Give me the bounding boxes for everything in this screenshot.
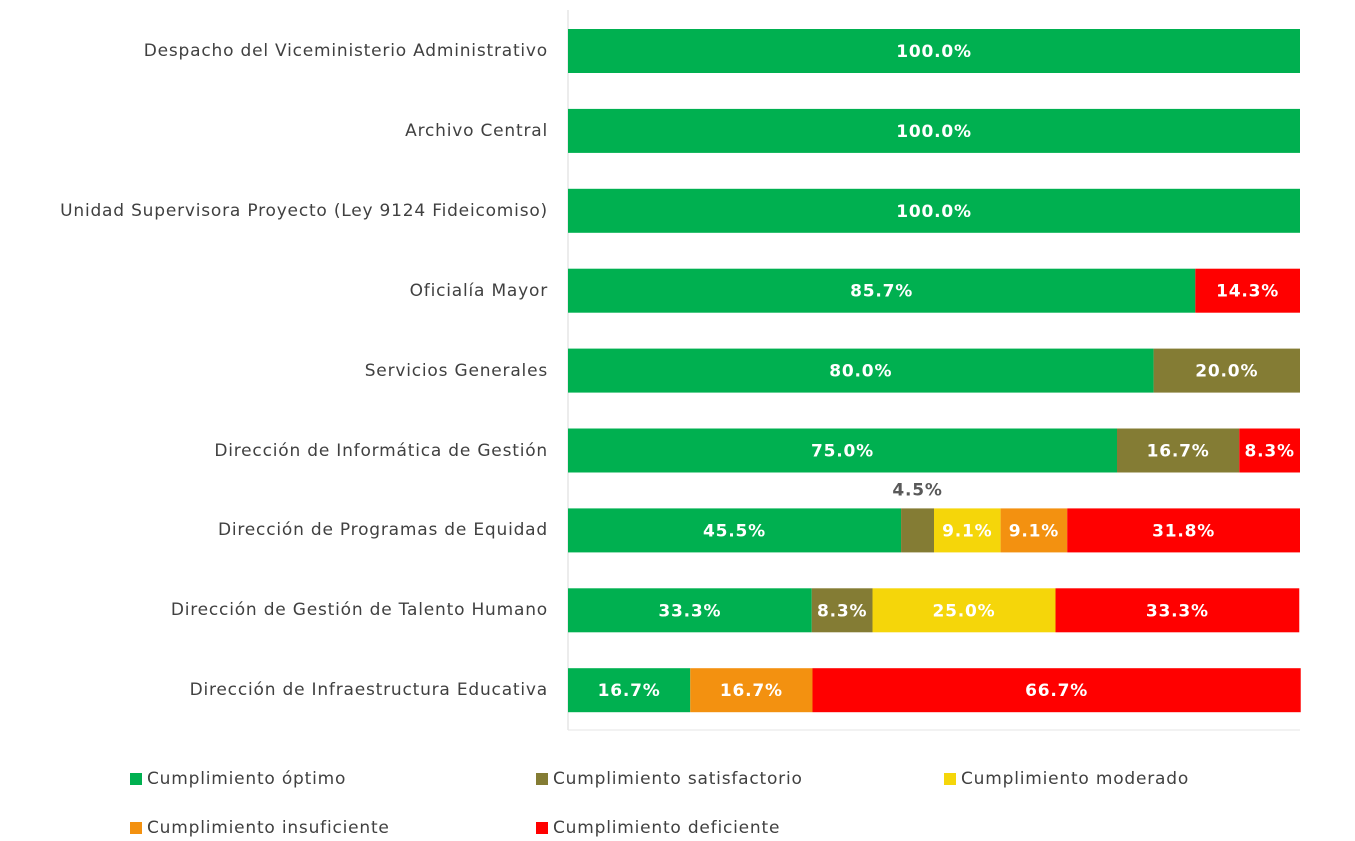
category-text: Dirección de Infraestructura Educativa [189, 680, 548, 701]
bar-segment [1000, 508, 1068, 553]
legend-swatch [536, 822, 548, 834]
legend-label: Cumplimiento óptimo [147, 769, 347, 789]
data-label: 8.3% [1244, 442, 1294, 462]
bar-segment [690, 668, 813, 713]
category-text: Oficialía Mayor [409, 280, 548, 301]
legend-label: Cumplimiento deficiente [553, 818, 781, 838]
legend-swatch [130, 773, 142, 785]
bar-segment [568, 188, 1300, 233]
data-label: 4.5% [892, 480, 942, 500]
data-label: 80.0% [829, 362, 892, 382]
bar-segment [872, 588, 1056, 633]
bar-segment [568, 668, 691, 713]
bar-segment [568, 348, 1154, 393]
legend-label: Cumplimiento insuficiente [147, 818, 390, 838]
data-label: 20.0% [1195, 362, 1258, 382]
legend-swatch [130, 822, 142, 834]
data-label: 100.0% [896, 122, 972, 142]
legend-swatch [944, 773, 956, 785]
category-label: Dirección de Infraestructura Educativa [190, 660, 548, 720]
data-label: 9.1% [942, 521, 992, 541]
data-label: 16.7% [1147, 442, 1210, 462]
category-label: Oficialía Mayor [410, 261, 548, 321]
bar-segment [1117, 428, 1240, 473]
data-label: 16.7% [598, 681, 661, 701]
category-label: Servicios Generales [365, 341, 548, 401]
data-label: 85.7% [850, 282, 913, 302]
bar-segment [568, 588, 812, 633]
category-text: Archivo Central [405, 120, 548, 141]
bar-segment [1055, 588, 1300, 633]
category-label: Despacho del Viceministerio Administrati… [144, 21, 548, 81]
bar-segment [812, 668, 1301, 713]
category-text: Despacho del Viceministerio Administrati… [143, 41, 548, 61]
bar-segment [901, 508, 934, 553]
category-text: Dirección de Gestión de Talento Humano [170, 600, 548, 621]
data-label: 31.8% [1152, 521, 1215, 541]
legend-item: Cumplimiento moderado [944, 769, 1189, 789]
legend-label: Cumplimiento satisfactorio [553, 769, 803, 789]
data-label: 16.7% [720, 681, 783, 701]
data-label: 9.1% [1009, 521, 1059, 541]
category-label: Unidad Supervisora Proyecto (Ley 9124 Fi… [60, 181, 548, 241]
bar-segment [568, 29, 1300, 73]
bar-segment [811, 588, 873, 633]
bar-segment [1067, 508, 1300, 553]
data-label: 14.3% [1216, 282, 1279, 302]
bar-segment [1153, 348, 1300, 393]
category-label: Dirección de Programas de Equidad [218, 500, 548, 560]
category-text: Unidad Supervisora Proyecto (Ley 9124 Fi… [60, 200, 548, 221]
category-label: Dirección de Informática de Gestión [214, 421, 548, 481]
data-label: 66.7% [1025, 681, 1088, 701]
data-label: 45.5% [703, 521, 766, 541]
bar-segment [568, 108, 1300, 153]
data-label: 33.3% [658, 601, 721, 621]
data-label: 8.3% [817, 601, 867, 621]
legend-label: Cumplimiento moderado [961, 769, 1190, 789]
data-label: 100.0% [896, 202, 972, 222]
category-text: Dirección de Programas de Equidad [217, 520, 548, 541]
legend-item: Cumplimiento satisfactorio [536, 769, 803, 789]
bar-segment [934, 508, 1001, 553]
category-label: Archivo Central [405, 101, 548, 161]
legend-swatch [536, 773, 548, 785]
bar-segment [568, 508, 902, 553]
bar-segment [1239, 428, 1300, 473]
legend-item: Cumplimiento deficiente [536, 818, 780, 838]
data-label: 25.0% [933, 601, 996, 621]
data-label: 100.0% [896, 42, 972, 62]
category-text: Servicios Generales [364, 360, 548, 381]
legend-item: Cumplimiento óptimo [130, 769, 346, 789]
bar-segment [1195, 268, 1300, 313]
bar-segment [568, 268, 1196, 313]
legend-item: Cumplimiento insuficiente [130, 818, 390, 838]
bar-segment [568, 428, 1117, 473]
data-label: 33.3% [1146, 601, 1209, 621]
category-text: Dirección de Informática de Gestión [214, 440, 548, 461]
category-label: Dirección de Gestión de Talento Humano [171, 580, 548, 640]
data-label: 75.0% [811, 442, 874, 462]
